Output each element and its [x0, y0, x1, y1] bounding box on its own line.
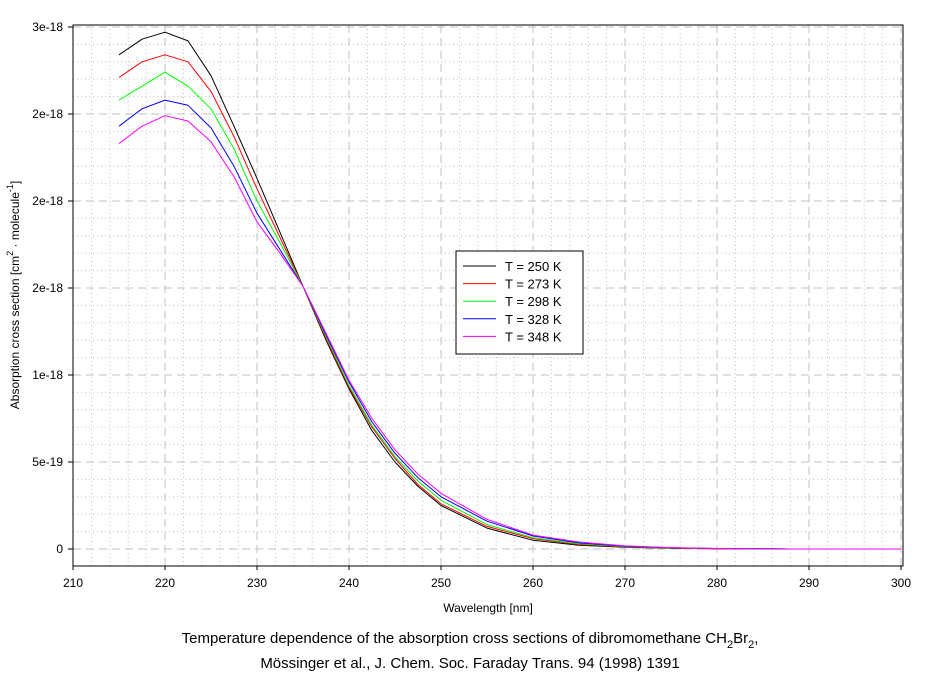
x-tick-label: 270 — [615, 576, 635, 590]
x-axis-label: Wavelength [nm] — [443, 601, 533, 615]
x-tick-label: 210 — [63, 576, 83, 590]
x-tick-label: 220 — [155, 576, 175, 590]
legend-item: T = 348 K — [463, 329, 562, 344]
legend-item: T = 250 K — [463, 259, 562, 274]
caption-line-2: Mössinger et al., J. Chem. Soc. Faraday … — [260, 655, 679, 672]
y-tick-label: 3e-18 — [32, 20, 63, 34]
caption-line-1: Temperature dependence of the absorption… — [182, 630, 759, 651]
legend-label: T = 298 K — [505, 294, 562, 309]
y-tick-label: 5e-19 — [32, 455, 63, 469]
x-tick-label: 280 — [707, 576, 727, 590]
y-tick-label: 2e-18 — [32, 107, 63, 121]
series-line-348k — [118, 115, 901, 550]
y-axis-label: Absorption cross section [cm2 · molecule… — [5, 181, 22, 409]
legend-item: T = 273 K — [463, 277, 562, 292]
y-tick-label: 2e-18 — [32, 194, 63, 208]
plot-frame — [72, 24, 904, 567]
legend-label: T = 273 K — [505, 277, 562, 292]
x-tick-label: 240 — [339, 576, 359, 590]
x-tick-label: 300 — [891, 576, 911, 590]
x-tick-label: 260 — [523, 576, 543, 590]
legend-item: T = 328 K — [463, 312, 562, 327]
y-tick-label: 2e-18 — [32, 281, 63, 295]
series-lines — [118, 31, 901, 550]
legend-item: T = 298 K — [463, 294, 562, 309]
x-tick-label: 250 — [431, 576, 451, 590]
y-tick-label: 1e-18 — [32, 368, 63, 382]
legend-label: T = 250 K — [505, 259, 562, 274]
y-tick-label: 0 — [56, 542, 63, 556]
x-tick-label: 290 — [799, 576, 819, 590]
legend: T = 250 K T = 273 K T = 298 K T = 328 K T = … — [455, 250, 584, 355]
legend-label: T = 328 K — [505, 312, 562, 327]
x-tick-label: 230 — [247, 576, 267, 590]
legend-label: T = 348 K — [505, 329, 562, 344]
axis-ticks: 210 220 230 240 250 260 270 280 290 300 0 5e-19 1e-1… — [32, 20, 911, 590]
